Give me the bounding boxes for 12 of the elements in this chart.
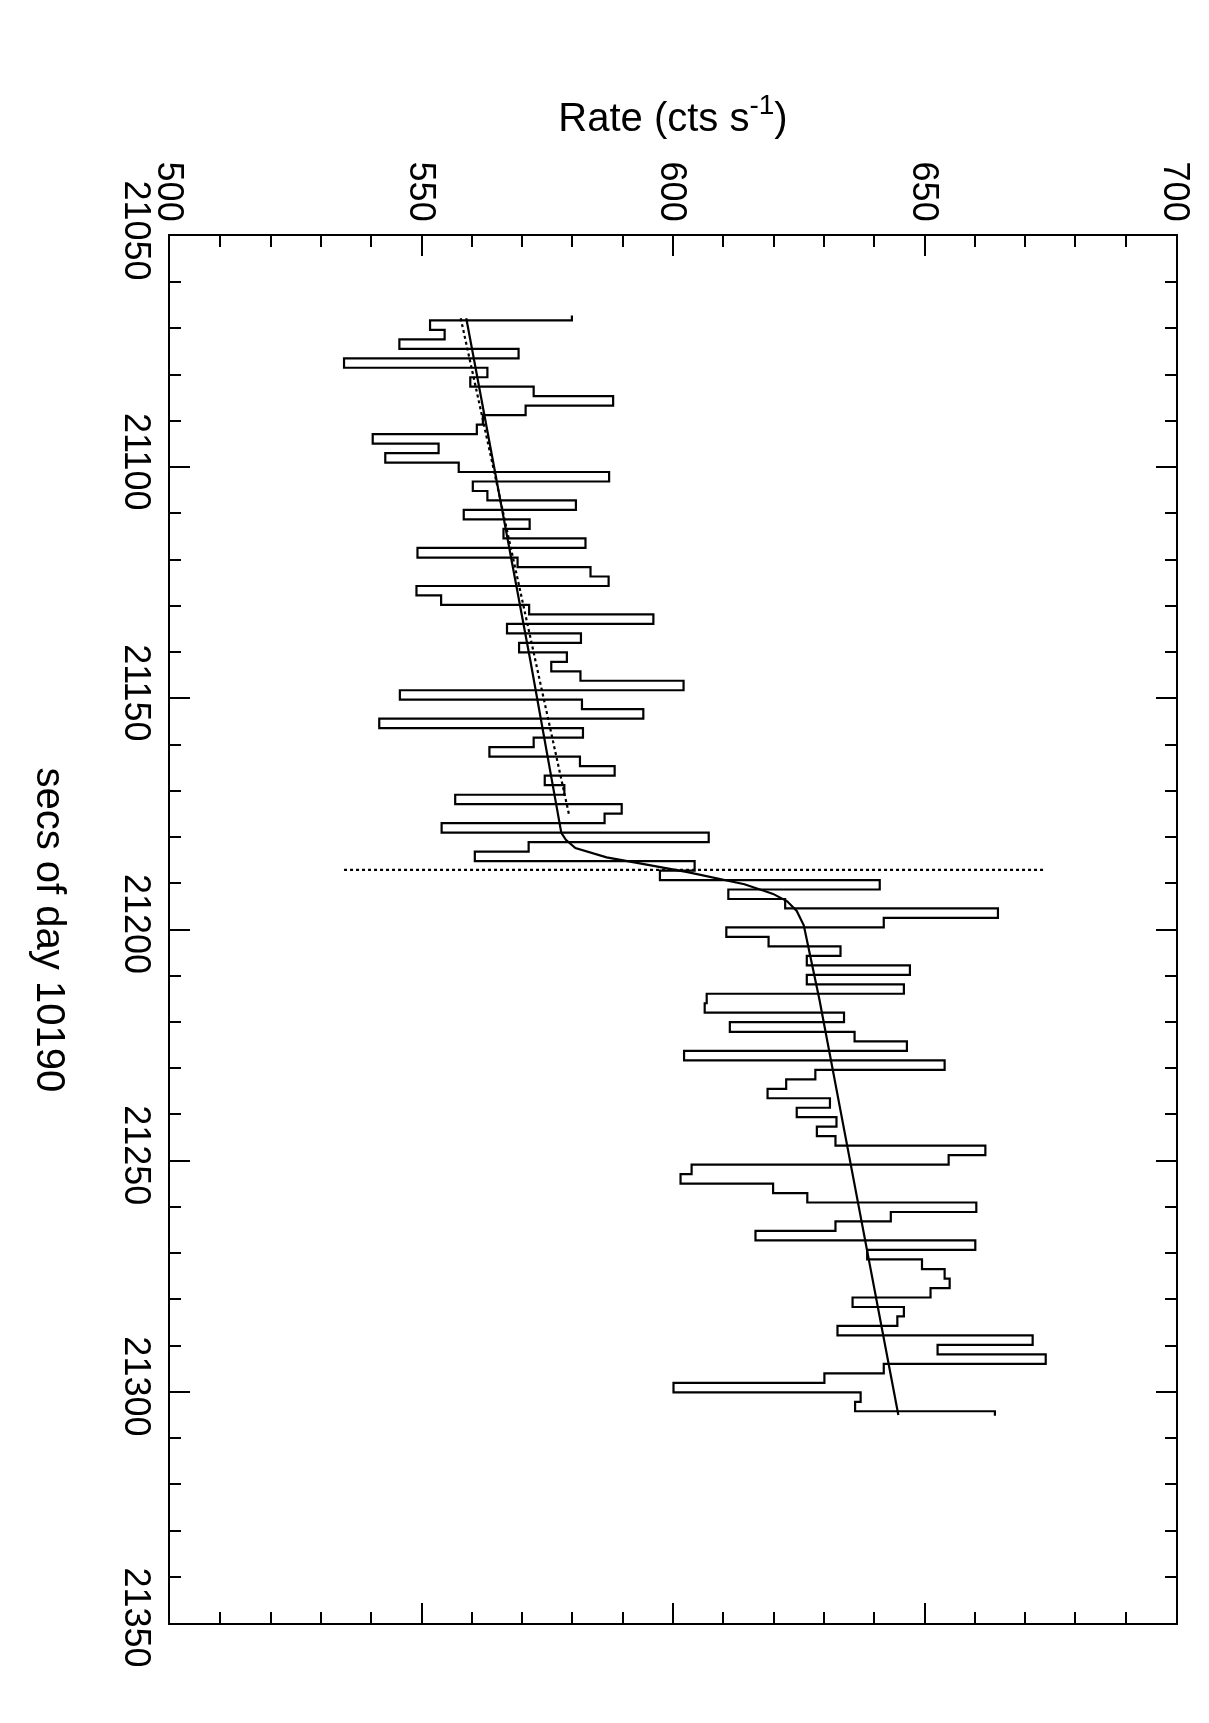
y-tick-label: 21300 (117, 1336, 159, 1437)
y-axis-title: secs of day 10190 (28, 767, 73, 1093)
y-tick-label: 21150 (117, 644, 159, 742)
x-axis-title: Rate (cts s$^{-1}$) (558, 88, 788, 139)
x-tick-label: 600 (653, 161, 695, 222)
x-tick-label: 550 (401, 161, 443, 222)
y-tick-label: 21250 (117, 1105, 159, 1206)
y-tick-label: 21100 (117, 413, 159, 511)
x-tick-label: 700 (1156, 161, 1198, 222)
y-tick-label: 21200 (117, 874, 159, 975)
x-tick-label: 650 (904, 161, 946, 222)
y-tick-label: 21350 (117, 1567, 159, 1668)
